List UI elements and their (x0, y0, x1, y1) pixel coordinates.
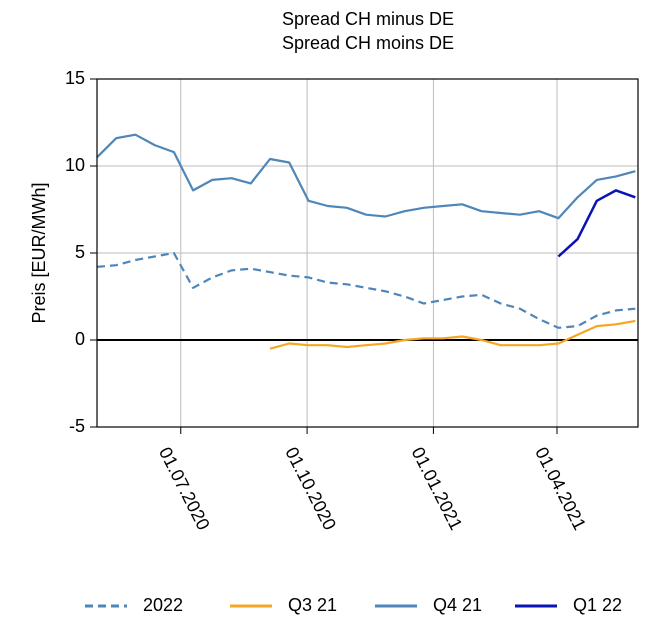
series-line (96, 133, 636, 220)
y-tick-label: 5 (75, 242, 85, 262)
legend-label: Q4 21 (433, 595, 482, 615)
y-tick-label: -5 (69, 416, 85, 436)
x-tick-label: 01.01.2021 (408, 444, 467, 533)
plot-frame (96, 78, 639, 428)
series-line (269, 319, 636, 350)
y-axis-label: Preis [EUR/MWh] (29, 182, 49, 323)
chart-title: Spread CH minus DE (282, 9, 454, 29)
series-line (557, 189, 636, 258)
y-tick-label: 0 (75, 329, 85, 349)
x-tick-label: 01.07.2020 (155, 444, 214, 533)
x-tick-label: 01.04.2021 (531, 444, 590, 533)
series-line (96, 251, 636, 329)
y-tick-label: 10 (65, 155, 85, 175)
y-tick-label: 15 (65, 68, 85, 88)
legend-label: Q3 21 (288, 595, 337, 615)
chart-subtitle: Spread CH moins DE (282, 33, 454, 53)
x-tick-label: 01.10.2020 (281, 444, 340, 533)
legend-label: Q1 22 (573, 595, 622, 615)
legend-label: 2022 (143, 595, 183, 615)
